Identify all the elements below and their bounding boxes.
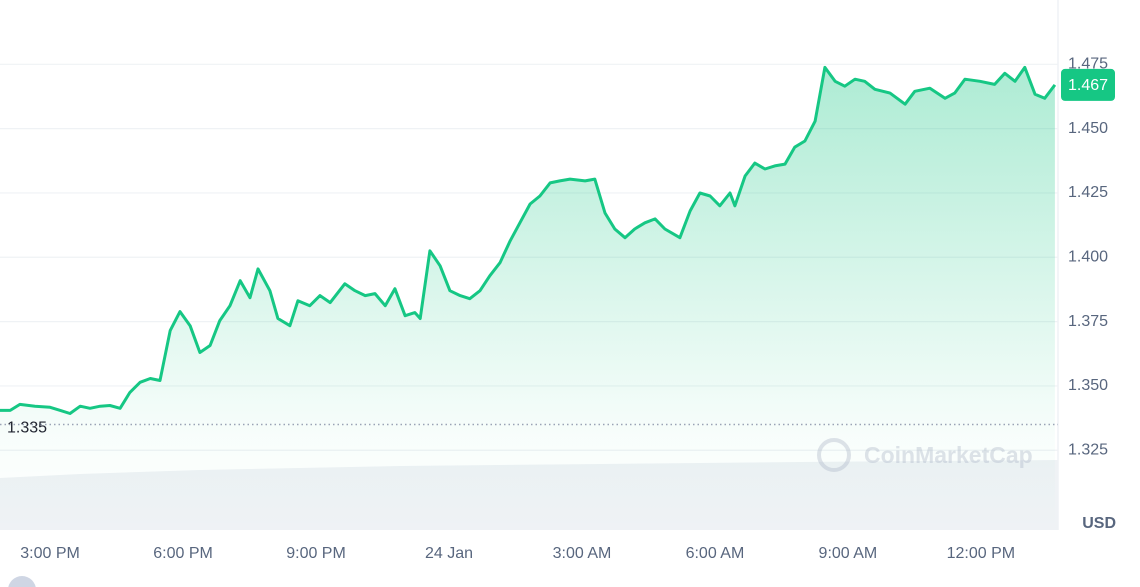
icon <box>8 576 36 587</box>
y-tick-label: 1.325 <box>1068 441 1108 458</box>
x-tick-label: 3:00 AM <box>553 545 612 562</box>
y-tick-label: 1.350 <box>1068 377 1108 394</box>
y-tick-label: 1.425 <box>1068 184 1108 201</box>
x-tick-label: 3:00 PM <box>20 545 80 562</box>
price-badge-label: 1.467 <box>1068 77 1108 94</box>
y-axis-label: USD <box>1082 515 1116 532</box>
watermark: CoinMarketCap <box>817 438 1033 472</box>
y-tick-label: 1.375 <box>1068 313 1108 330</box>
y-tick-label: 1.400 <box>1068 249 1108 266</box>
watermark-text: CoinMarketCap <box>864 442 1033 468</box>
y-tick-label: 1.475 <box>1068 56 1108 73</box>
price-badge <box>1061 68 1115 101</box>
area <box>0 67 1055 531</box>
price-line <box>0 65 1057 415</box>
y-tick-label: 1.450 <box>1068 120 1108 137</box>
x-tick-label: 6:00 PM <box>153 545 213 562</box>
reference-label: 1.335 <box>7 420 47 437</box>
x-tick-label: 9:00 PM <box>286 545 346 562</box>
x-tick-label: 24 Jan <box>425 545 473 562</box>
x-tick-label: 12:00 PM <box>947 545 1015 562</box>
x-tick-label: 9:00 AM <box>819 545 878 562</box>
x-tick-label: 6:00 AM <box>686 545 745 562</box>
